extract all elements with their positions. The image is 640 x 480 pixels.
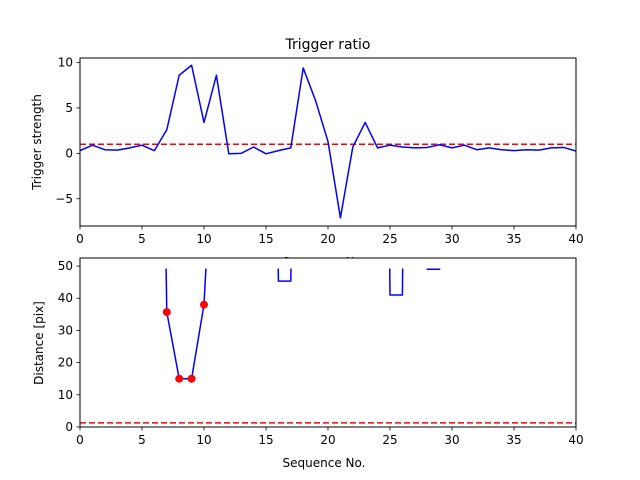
series-segment-1	[277, 258, 292, 282]
top-axes-frame	[79, 57, 577, 227]
y-tick-label: 50	[58, 259, 73, 273]
x-tick-label: 25	[382, 433, 397, 447]
x-tick-label: 0	[76, 232, 84, 246]
y-tick-label: 40	[58, 291, 73, 305]
x-tick-label: 35	[506, 433, 521, 447]
top-y-axis-label: Trigger strength	[30, 94, 44, 191]
x-tick-label: 20	[320, 433, 335, 447]
x-tick-label: 40	[568, 232, 583, 246]
x-tick-label: 15	[258, 433, 273, 447]
bottom-axes-frame	[79, 257, 577, 428]
y-tick-label: 30	[58, 323, 73, 337]
data-point-marker	[175, 374, 184, 383]
series-segment-3	[426, 258, 441, 271]
top-chart-title: Trigger ratio	[284, 37, 370, 53]
y-tick-label: 20	[58, 356, 73, 370]
data-point-marker	[187, 374, 196, 383]
y-tick-label: −5	[55, 192, 73, 206]
bottom-axis-ticks: 0 5 10 15 20 25 30 35 40 0 10 20 30 40 50	[58, 259, 584, 447]
bottom-axes-frame-overlay	[79, 257, 577, 428]
x-tick-label: 35	[506, 232, 521, 246]
data-point-marker	[200, 300, 208, 309]
x-tick-label: 15	[258, 232, 273, 246]
series-line-0	[80, 64, 576, 219]
data-point-marker	[162, 308, 171, 317]
x-tick-label: 40	[568, 433, 583, 447]
x-tick-label: 5	[138, 433, 146, 447]
series-segment-0	[165, 258, 208, 380]
bottom-subplot: Sequence No. Distance [pix] 0 5 10 15 20 25 30…	[32, 257, 584, 470]
y-tick-label: 5	[65, 101, 73, 115]
y-tick-label: 0	[65, 146, 73, 160]
top-axis-ticks: 0 5 10 15 20 25 30 35 40 −5 0 5 10	[55, 56, 583, 246]
top-plot-area	[80, 64, 576, 219]
x-tick-label: 10	[196, 232, 211, 246]
bottom-x-axis-label: Sequence No.	[283, 456, 366, 470]
top-subplot: Trigger ratio Trigger strength 0 5 10 15 20 2…	[30, 37, 584, 246]
bottom-y-axis-label: Distance [pix]	[32, 301, 46, 385]
x-tick-label: 25	[382, 232, 397, 246]
x-tick-label: 20	[320, 232, 335, 246]
y-tick-label: 10	[58, 388, 73, 402]
x-tick-label: 10	[196, 433, 211, 447]
x-tick-label: 30	[444, 232, 459, 246]
y-tick-label: 0	[65, 420, 73, 434]
x-tick-label: 30	[444, 433, 459, 447]
bottom-axes-background-strip	[80, 258, 576, 269]
x-tick-label: 0	[76, 433, 84, 447]
y-tick-label: 10	[58, 56, 73, 70]
x-tick-label: 5	[138, 232, 146, 246]
